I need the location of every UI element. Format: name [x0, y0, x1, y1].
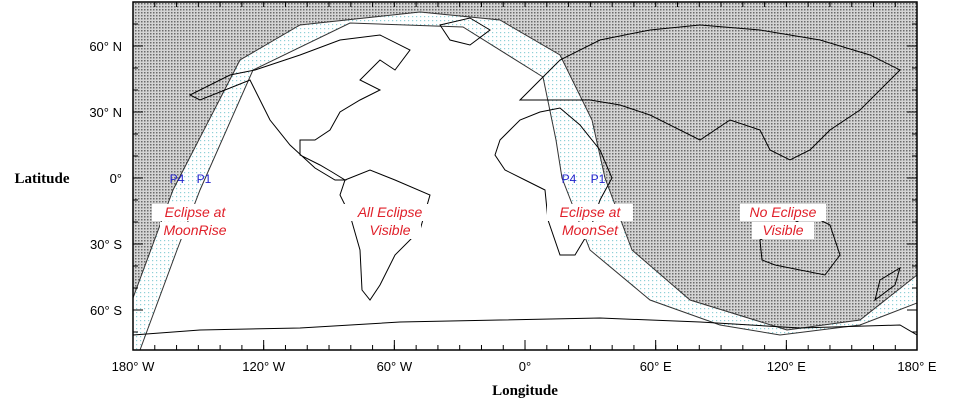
- lon-tick-label: 0°: [519, 359, 531, 374]
- region-labels: Eclipse at MoonRise All Eclipse Visible Ecli…: [152, 204, 826, 239]
- contact-p4-east: P4: [562, 172, 577, 186]
- lat-tick-label: 0°: [110, 171, 122, 186]
- lon-tick-label: 60° W: [377, 359, 413, 374]
- region-label-line: Eclipse at: [165, 204, 227, 220]
- x-axis-label: Longitude: [492, 383, 558, 399]
- contact-labels-east: P4 P1: [562, 172, 606, 186]
- longitude-ticks: 180° W 120° W 60° W 0° 60° E 120° E 180° E: [112, 2, 937, 374]
- lon-tick-label: 180° E: [897, 359, 937, 374]
- contact-p1-west: P1: [197, 172, 212, 186]
- lat-tick-label: 60° S: [90, 303, 122, 318]
- region-label: Eclipse at MoonSet: [547, 204, 633, 239]
- region-label-line: No Eclipse: [750, 204, 817, 220]
- y-axis-label: Latitude: [14, 171, 69, 187]
- region-label: All Eclipse Visible: [343, 204, 437, 239]
- region-label-line: Eclipse at: [560, 204, 622, 220]
- region-label-line: MoonRise: [163, 222, 226, 238]
- lat-tick-label: 30° N: [89, 105, 122, 120]
- contact-labels-west: P4 P1: [170, 172, 212, 186]
- lon-tick-label: 120° E: [767, 359, 807, 374]
- lon-tick-label: 120° W: [242, 359, 286, 374]
- lon-tick-label: 60° E: [640, 359, 672, 374]
- lat-tick-label: 30° S: [90, 237, 122, 252]
- region-label: Eclipse at MoonRise: [152, 204, 238, 239]
- contact-p4-west: P4: [170, 172, 185, 186]
- region-label-line: All Eclipse: [357, 204, 423, 220]
- total-visibility-region: [139, 22, 917, 350]
- region-label-line: Visible: [763, 222, 804, 238]
- contact-p1-east: P1: [591, 172, 606, 186]
- lon-tick-label: 180° W: [112, 359, 156, 374]
- lat-tick-label: 60° N: [89, 39, 122, 54]
- region-label-line: Visible: [370, 222, 411, 238]
- region-label-line: MoonSet: [562, 222, 619, 238]
- latitude-ticks: 60° N 30° N 0° 30° S 60° S: [89, 1, 917, 333]
- region-label: No Eclipse Visible: [740, 204, 826, 239]
